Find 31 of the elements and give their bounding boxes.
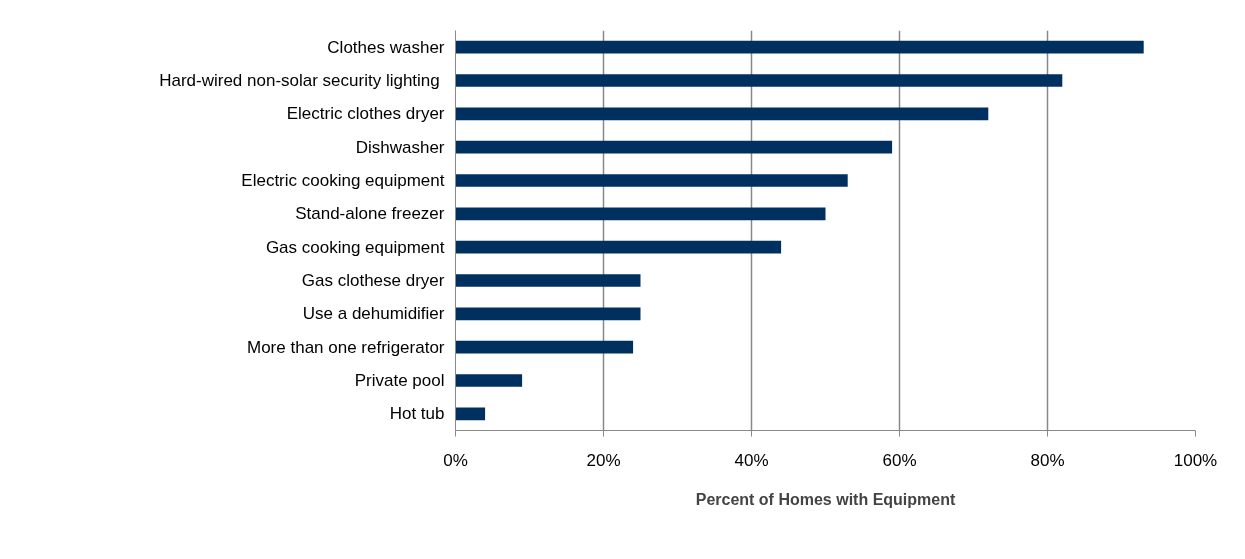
y-tick-label: Private pool — [354, 371, 445, 390]
bar — [455, 407, 486, 421]
bar — [455, 40, 1144, 54]
y-tick-label: Stand-alone freezer — [295, 204, 445, 224]
bar — [455, 274, 641, 287]
y-tick-label: Gas clothese dryer — [301, 271, 445, 290]
y-tick-label: More than one refrigerator — [247, 337, 445, 357]
x-axis-title: Percent of Homes with Equipment — [695, 490, 956, 508]
y-tick-label: Gas cooking equipment — [265, 237, 445, 257]
x-tick-label: 40% — [734, 450, 769, 470]
bar — [455, 307, 641, 321]
bar — [455, 74, 1063, 87]
y-tick-label: Electric clothes dryer — [286, 104, 445, 124]
x-tick-label: 80% — [1030, 450, 1065, 470]
bar — [455, 240, 782, 254]
x-tick-label: 60% — [882, 450, 917, 470]
y-tick-label: Hot tub — [389, 404, 445, 424]
bar — [455, 174, 848, 187]
y-tick-label: Clothes washer — [327, 37, 445, 57]
x-tick-label: 0% — [443, 450, 468, 470]
y-tick-label: Electric cooking equipment — [241, 171, 445, 190]
bar — [455, 107, 989, 121]
bar — [455, 140, 893, 154]
x-tick-label: 100% — [1173, 450, 1218, 470]
bar — [455, 207, 826, 221]
bar — [455, 374, 523, 387]
y-tick-label: Use a dehumidifier — [302, 304, 445, 324]
y-tick-label: Dishwasher — [355, 137, 445, 157]
x-tick-label: 20% — [586, 450, 621, 470]
bar — [455, 340, 634, 354]
y-tick-label: Hard-wired non-solar security lighting — [159, 71, 440, 90]
